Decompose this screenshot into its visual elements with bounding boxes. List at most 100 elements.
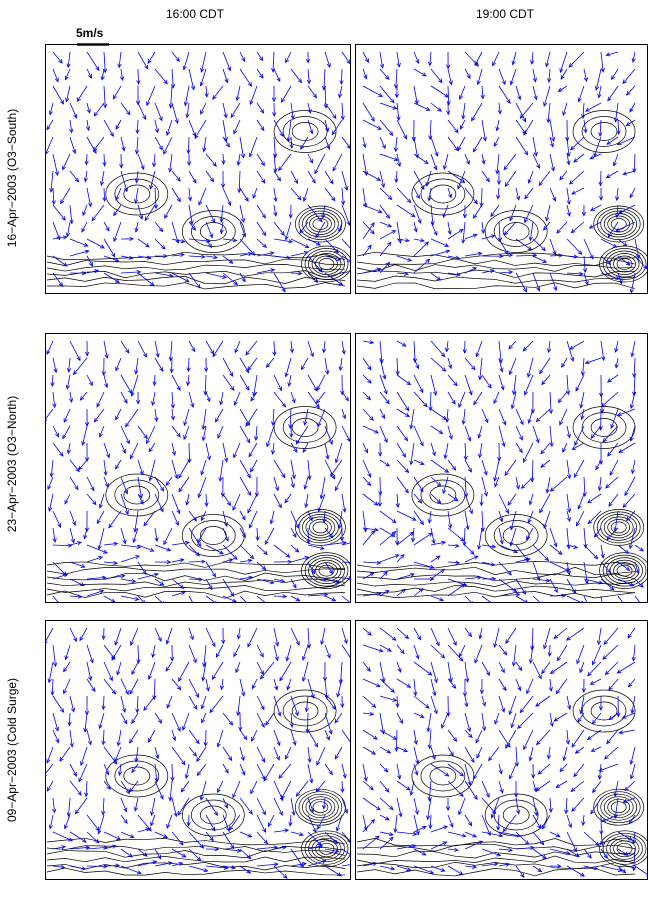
wind-vector [169,153,173,172]
wind-vector-head [64,499,69,505]
wind-vector [324,238,339,253]
contour-line [590,701,618,721]
contour-line [309,798,332,816]
wind-vector [362,644,383,652]
wind-vector [379,831,393,836]
wind-vector-head [552,250,557,256]
wind-vector-head [306,79,312,85]
contour-line [356,573,636,581]
wind-vector-head [493,399,498,405]
wind-vector-head [295,792,301,797]
wind-vector [268,814,275,827]
wind-vector-head [260,670,264,676]
wind-vector [614,780,619,797]
wind-vector [137,340,147,358]
contour-line [295,788,346,826]
contour-line [581,116,627,147]
wind-vector-head [104,482,109,488]
wind-vector [413,153,429,164]
wind-vector [464,476,467,498]
wind-vector-head [80,761,85,767]
wind-vector-head [288,214,293,219]
wind-vector-head [590,809,595,815]
wind-vector [86,493,97,505]
wind-vector-head [291,811,296,817]
wind-vector [64,493,71,504]
wind-vector [171,746,186,765]
wind-vector-head [467,727,472,733]
wind-vector-head [206,397,211,403]
wind-vector [379,837,394,850]
wind-vector-head [516,809,521,815]
wind-vector [324,442,329,460]
wind-vector-head [627,633,632,639]
wind-vector [154,780,164,800]
wind-vector-head [384,816,390,821]
wind-vector [52,644,56,667]
wind-vector-head [248,523,253,529]
wind-vector-head [236,634,241,640]
wind-vector [527,357,534,378]
wind-vector-head [344,396,349,402]
wind-vector-head [448,364,453,370]
wind-vector [120,578,136,582]
wind-vector-head [274,685,279,691]
contour-line [305,516,336,539]
wind-vector [331,119,343,135]
wind-vector-head [117,63,122,69]
wind-vector [632,51,636,63]
wind-vector-head [524,840,530,845]
wind-vector-head [103,864,108,869]
wind-vector [171,797,177,817]
wind-vector [307,544,325,550]
wind-vector [52,391,56,408]
wind-vector [154,493,164,512]
wind-vector-head [541,246,546,252]
wind-vector [464,493,473,514]
wind-vector [290,459,295,479]
wind-vector [583,595,588,603]
wind-vector-head [454,543,460,548]
wind-vector [464,425,471,442]
wind-vector [307,374,318,392]
wind-vector [362,493,379,506]
wind-vector-head [541,380,546,386]
wind-vector-head [209,836,214,842]
wind-vector [102,729,105,745]
wind-vector [181,780,190,793]
wind-vector [515,136,528,156]
wind-vector [222,102,227,118]
wind-vector-head [303,484,308,490]
wind-vector [413,729,417,745]
wind-vector [84,170,88,182]
wind-vector [137,644,139,664]
wind-vector [103,763,110,775]
contour-line [484,514,548,557]
contour-line [420,760,466,792]
contour-line [199,222,227,241]
wind-vector-head [294,711,299,717]
wind-vector [430,250,450,257]
wind-vector [63,661,71,672]
wind-vector-head [241,57,246,63]
wind-vector-head [196,542,202,547]
wind-vector-head [123,819,128,825]
wind-vector-head [528,236,533,242]
wind-vector-head [579,668,584,674]
contour-line [181,210,245,253]
wind-vector [447,544,459,547]
wind-vector [273,746,280,761]
wind-vector [598,627,602,645]
panel-r1-c1 [45,44,351,294]
wind-vector-head [265,363,271,368]
wind-vector-head [114,757,119,763]
wind-vector [623,797,636,803]
wind-vector-head [590,207,595,211]
wind-vector [362,572,374,580]
wind-vector [302,644,309,661]
wind-vector [608,678,619,691]
wind-vector-head [330,472,335,477]
panel-frame [45,620,351,880]
wind-vector [430,527,435,544]
wind-vector [108,510,122,529]
